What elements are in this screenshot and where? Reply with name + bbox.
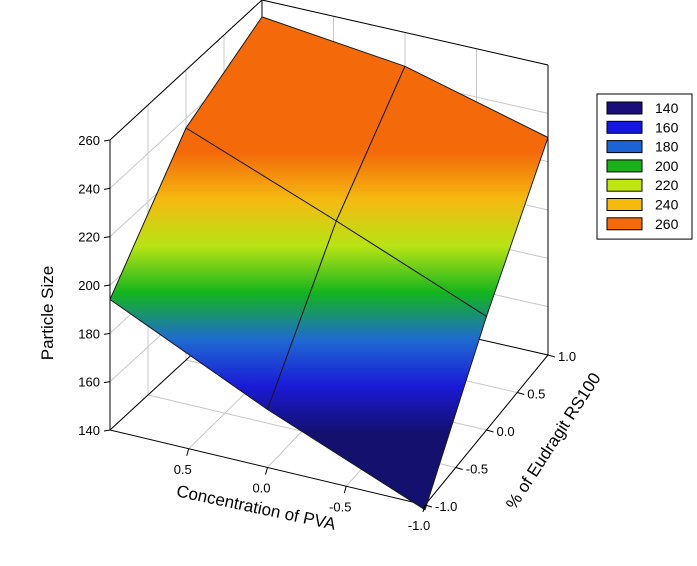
axis-edge — [109, 0, 263, 141]
legend: 140 160 180 200 220 240 260 — [596, 93, 693, 240]
legend-swatch — [606, 159, 643, 173]
z-tick-label: 160 — [78, 375, 100, 390]
z-tick-label: 260 — [78, 133, 100, 148]
legend-swatch — [606, 198, 643, 211]
y-tick-mark — [547, 354, 556, 358]
z-tick-mark — [103, 139, 111, 142]
legend-swatch — [606, 217, 643, 231]
legend-label: 160 — [655, 119, 679, 135]
y-axis-title: % of Eudragit RS100 — [502, 369, 604, 513]
legend-label: 180 — [655, 139, 679, 155]
x-tick-label: -0.5 — [329, 499, 351, 514]
legend-swatch — [606, 120, 643, 134]
x-tick-mark — [186, 448, 190, 456]
z-tick-mark — [103, 187, 111, 190]
x-tick-mark — [422, 504, 426, 513]
legend-label: 200 — [655, 158, 679, 174]
z-axis-title: Particle Size — [38, 266, 57, 360]
z-tick-mark — [103, 236, 111, 239]
y-tick-label: 1.0 — [558, 349, 576, 364]
z-tick-label: 220 — [78, 230, 100, 245]
z-tick-mark — [103, 381, 111, 384]
y-tick-mark — [486, 429, 494, 433]
z-tick-label: 180 — [78, 326, 100, 341]
z-tick-mark — [103, 332, 111, 335]
z-tick-mark — [103, 284, 111, 287]
legend-label: 240 — [655, 197, 679, 213]
axis-ticks: 140 160 180 200 220 240 260 0.5 0.0 -0.5 -1.0 -1.0 -… — [78, 133, 576, 533]
x-tick-label: -1.0 — [408, 518, 430, 533]
z-tick-mark — [103, 429, 111, 432]
legend-swatch — [606, 178, 643, 192]
x-tick-mark — [343, 486, 347, 494]
legend-label: 140 — [655, 100, 679, 116]
y-tick-mark — [455, 467, 463, 470]
z-tick-label: 240 — [78, 181, 100, 196]
legend-label: 220 — [655, 177, 679, 193]
y-tick-mark — [517, 392, 525, 395]
x-tick-label: 0.5 — [174, 462, 192, 477]
legend-swatch — [606, 101, 643, 115]
z-tick-label: 140 — [78, 423, 100, 438]
y-tick-mark — [424, 504, 433, 508]
y-tick-label: 0.5 — [527, 387, 545, 402]
y-tick-label: -0.5 — [466, 462, 488, 477]
y-tick-label: -1.0 — [435, 499, 457, 514]
y-tick-label: 0.0 — [497, 424, 515, 439]
surface-patch — [267, 220, 487, 511]
legend-label: 260 — [655, 216, 679, 232]
x-tick-label: 0.0 — [252, 481, 270, 496]
axis-edge — [261, 0, 549, 66]
surface-plot — [109, 16, 549, 511]
z-tick-label: 200 — [78, 278, 100, 293]
legend-swatch — [606, 140, 643, 154]
x-tick-mark — [265, 467, 268, 475]
